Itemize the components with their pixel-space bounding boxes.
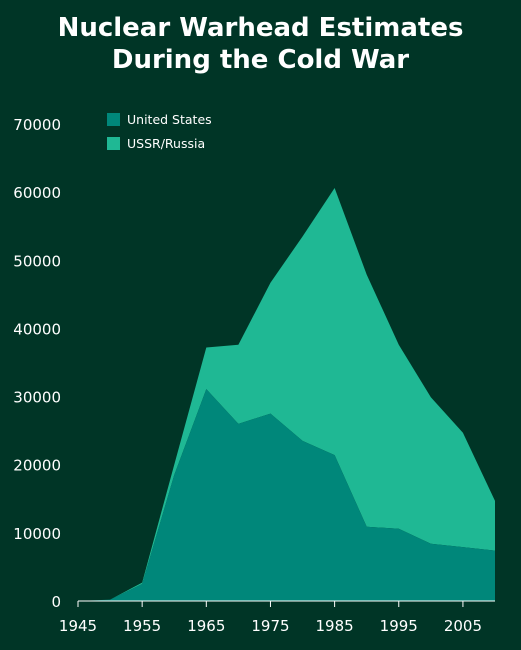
x-tick-label: 1945: [59, 617, 97, 635]
area-ussr-russia: [78, 188, 495, 602]
area-series-group: [78, 188, 495, 602]
y-tick-label: 40000: [13, 320, 61, 338]
x-tick-label: 1995: [380, 617, 418, 635]
chart-title: Nuclear Warhead Estimates During the Col…: [0, 12, 521, 76]
y-tick-label: 30000: [13, 389, 61, 407]
legend-swatch: [107, 113, 120, 126]
legend-label: United States: [127, 112, 212, 127]
area-united-states: [78, 389, 495, 601]
y-tick-group: 0 10000 20000 30000 40000 50000 60000 70000: [13, 116, 61, 611]
y-tick-label: 70000: [13, 116, 61, 134]
x-tick-label: 1975: [251, 617, 289, 635]
x-tick-label: 1965: [187, 617, 225, 635]
legend: United States USSR/Russia: [107, 112, 212, 151]
x-tick-label: 1955: [123, 617, 161, 635]
chart-title-line-1: Nuclear Warhead Estimates: [57, 13, 464, 43]
legend-label: USSR/Russia: [127, 136, 205, 151]
legend-swatch: [107, 137, 120, 150]
y-tick-label: 50000: [13, 252, 61, 270]
x-tick-label: 1985: [316, 617, 354, 635]
y-tick-label: 0: [51, 593, 61, 611]
y-tick-label: 20000: [13, 457, 61, 475]
chart-title-line-2: During the Cold War: [111, 45, 410, 75]
x-tick-group: 1945 1955 1965 1975 1985 1995 2005: [59, 601, 482, 635]
y-tick-label: 10000: [13, 525, 61, 543]
y-tick-label: 60000: [13, 184, 61, 202]
x-tick-label: 2005: [444, 617, 482, 635]
